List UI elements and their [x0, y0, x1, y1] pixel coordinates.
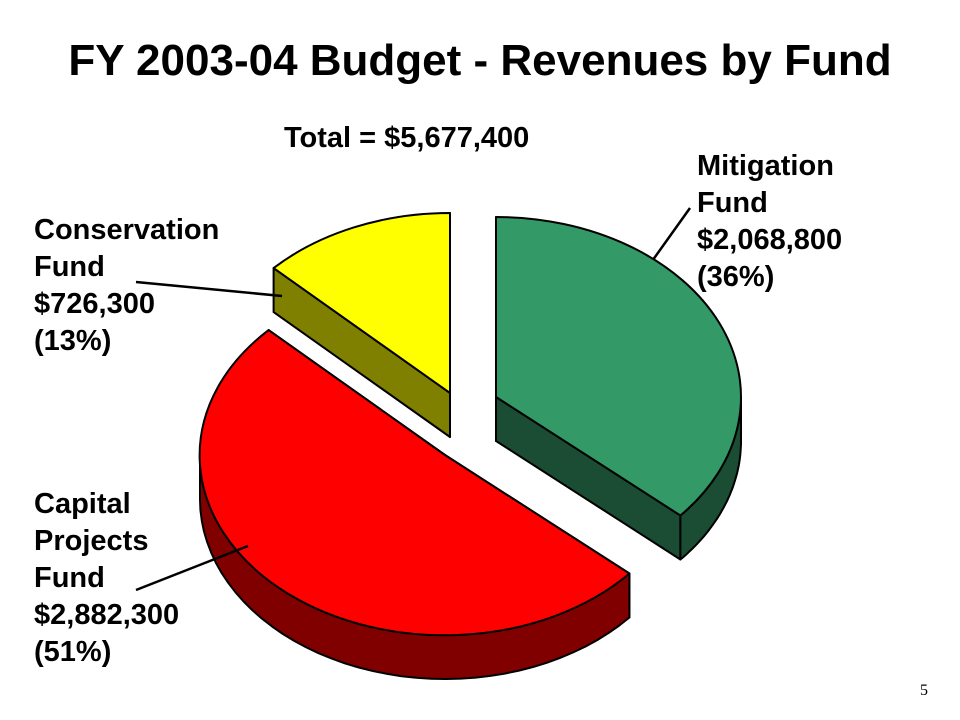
leader-line-mitigation [652, 207, 692, 260]
slice-percent-label: (13%) [34, 325, 112, 357]
slice-label-mitigation: Mitigation Fund $2,068,800 (36%) [697, 148, 842, 296]
chart-title: FY 2003-04 Budget - Revenues by Fund [68, 36, 892, 85]
leader-line-conservation [135, 280, 283, 298]
chart-total: Total = $5,677,400 [284, 122, 530, 154]
slice-label-line: Fund [34, 562, 105, 594]
slice-label-line: Conservation [34, 214, 220, 246]
slice-top-capital [198, 329, 631, 637]
slice-label-line: Projects [34, 525, 149, 557]
pie-slice-capital [198, 329, 631, 680]
slice-label-line: Mitigation [697, 150, 834, 182]
slice-value-label: $2,882,300 [34, 599, 180, 631]
pie-slice-conservation [272, 212, 451, 438]
slice-label-line: Fund [34, 251, 105, 283]
slice-top-mitigation [495, 216, 742, 517]
slice-label-line: Capital [34, 488, 131, 520]
leader-line-capital [135, 544, 249, 592]
slice-value-label: $2,068,800 [697, 224, 843, 256]
slice-percent-label: (36%) [697, 261, 775, 293]
slice-label-capital: Capital Projects Fund $2,882,300 (51%) [34, 486, 179, 671]
pie-tops [135, 207, 742, 680]
slice-label-conservation: Conservation Fund $726,300 (13%) [34, 212, 219, 360]
slice-value-label: $726,300 [34, 288, 155, 320]
slice-label-line: Fund [697, 187, 768, 219]
pie-slice-mitigation [495, 216, 742, 561]
slice-percent-label: (51%) [34, 636, 112, 668]
slice-top-conservation [272, 212, 451, 394]
page-number: 5 [920, 682, 928, 699]
